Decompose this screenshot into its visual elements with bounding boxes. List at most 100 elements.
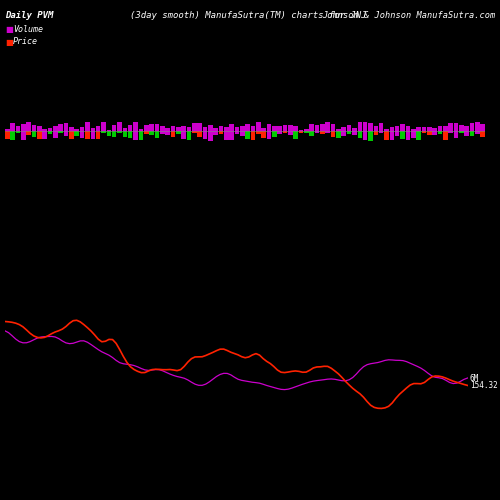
Bar xyxy=(240,126,244,131)
Bar xyxy=(464,126,469,131)
Bar xyxy=(470,124,474,131)
Bar xyxy=(358,122,362,131)
Bar xyxy=(80,128,84,131)
Bar xyxy=(336,131,340,138)
Bar xyxy=(310,131,314,136)
Bar xyxy=(459,126,464,131)
Bar xyxy=(106,130,111,131)
Bar xyxy=(16,131,20,133)
Bar xyxy=(427,131,432,135)
Bar xyxy=(101,122,106,131)
Bar xyxy=(37,131,42,140)
Bar xyxy=(315,131,320,133)
Bar xyxy=(374,126,378,131)
Bar xyxy=(470,131,474,136)
Text: Daily PVM: Daily PVM xyxy=(5,12,54,20)
Bar xyxy=(166,128,170,131)
Bar xyxy=(10,124,15,131)
Bar xyxy=(406,126,410,131)
Bar xyxy=(432,128,437,131)
Bar xyxy=(379,123,384,131)
Bar xyxy=(256,131,260,134)
Bar xyxy=(74,131,79,136)
Bar xyxy=(422,127,426,131)
Bar xyxy=(294,126,298,131)
Text: Johnson & Johnson ManufaSutra.com: Johnson & Johnson ManufaSutra.com xyxy=(322,12,495,20)
Bar xyxy=(331,131,336,137)
Text: Volume: Volume xyxy=(13,25,43,34)
Bar xyxy=(96,126,100,131)
Bar xyxy=(128,131,132,138)
Bar xyxy=(395,131,400,136)
Bar xyxy=(85,122,90,131)
Bar xyxy=(53,131,58,138)
Text: 6M: 6M xyxy=(470,374,479,382)
Bar xyxy=(390,131,394,140)
Bar xyxy=(272,131,276,137)
Bar xyxy=(326,122,330,131)
Bar xyxy=(198,124,202,131)
Bar xyxy=(240,131,244,136)
Text: Price: Price xyxy=(13,38,38,46)
Text: 154.32: 154.32 xyxy=(470,381,498,390)
Bar xyxy=(411,128,416,131)
Bar xyxy=(454,123,458,131)
Bar xyxy=(320,124,324,131)
Bar xyxy=(379,131,384,133)
Bar xyxy=(176,126,180,131)
Bar xyxy=(42,129,47,131)
Bar xyxy=(288,131,292,135)
Bar xyxy=(342,131,346,136)
Bar xyxy=(363,122,368,131)
Bar xyxy=(384,131,389,140)
Bar xyxy=(64,131,68,136)
Bar xyxy=(182,131,186,139)
Bar xyxy=(154,124,159,131)
Bar xyxy=(218,126,224,131)
Bar xyxy=(464,131,469,136)
Bar xyxy=(384,128,389,131)
Bar xyxy=(390,127,394,131)
Bar xyxy=(96,131,100,139)
Bar xyxy=(144,126,148,131)
Bar xyxy=(283,131,288,133)
Bar xyxy=(422,131,426,133)
Bar xyxy=(400,124,405,131)
Bar xyxy=(166,131,170,134)
Bar xyxy=(74,129,79,131)
Bar xyxy=(64,123,68,131)
Bar xyxy=(234,131,240,134)
Bar xyxy=(208,125,212,131)
Bar xyxy=(128,126,132,131)
Text: (3day smooth) ManufaSutra(TM) charts for JNJ: (3day smooth) ManufaSutra(TM) charts for… xyxy=(130,12,366,20)
Bar xyxy=(283,124,288,131)
Bar xyxy=(218,131,224,134)
Bar xyxy=(342,127,346,131)
Bar xyxy=(347,131,352,134)
Bar xyxy=(48,128,52,131)
Bar xyxy=(144,131,148,134)
Bar xyxy=(176,131,180,134)
Bar xyxy=(262,131,266,138)
Bar xyxy=(224,131,228,140)
Bar xyxy=(315,126,320,131)
Bar xyxy=(406,131,410,140)
Bar xyxy=(112,131,116,136)
Bar xyxy=(299,130,304,131)
Bar xyxy=(262,128,266,131)
Bar xyxy=(208,131,212,141)
Bar xyxy=(250,131,256,140)
Bar xyxy=(368,131,373,141)
Bar xyxy=(352,128,357,131)
Bar xyxy=(454,131,458,138)
Bar xyxy=(5,129,10,131)
Bar xyxy=(48,131,52,134)
Text: ■: ■ xyxy=(5,38,13,46)
Bar xyxy=(438,126,442,131)
Bar xyxy=(21,124,25,131)
Bar xyxy=(310,124,314,131)
Bar xyxy=(150,131,154,134)
Bar xyxy=(326,131,330,133)
Bar xyxy=(37,126,42,131)
Bar xyxy=(21,131,25,140)
